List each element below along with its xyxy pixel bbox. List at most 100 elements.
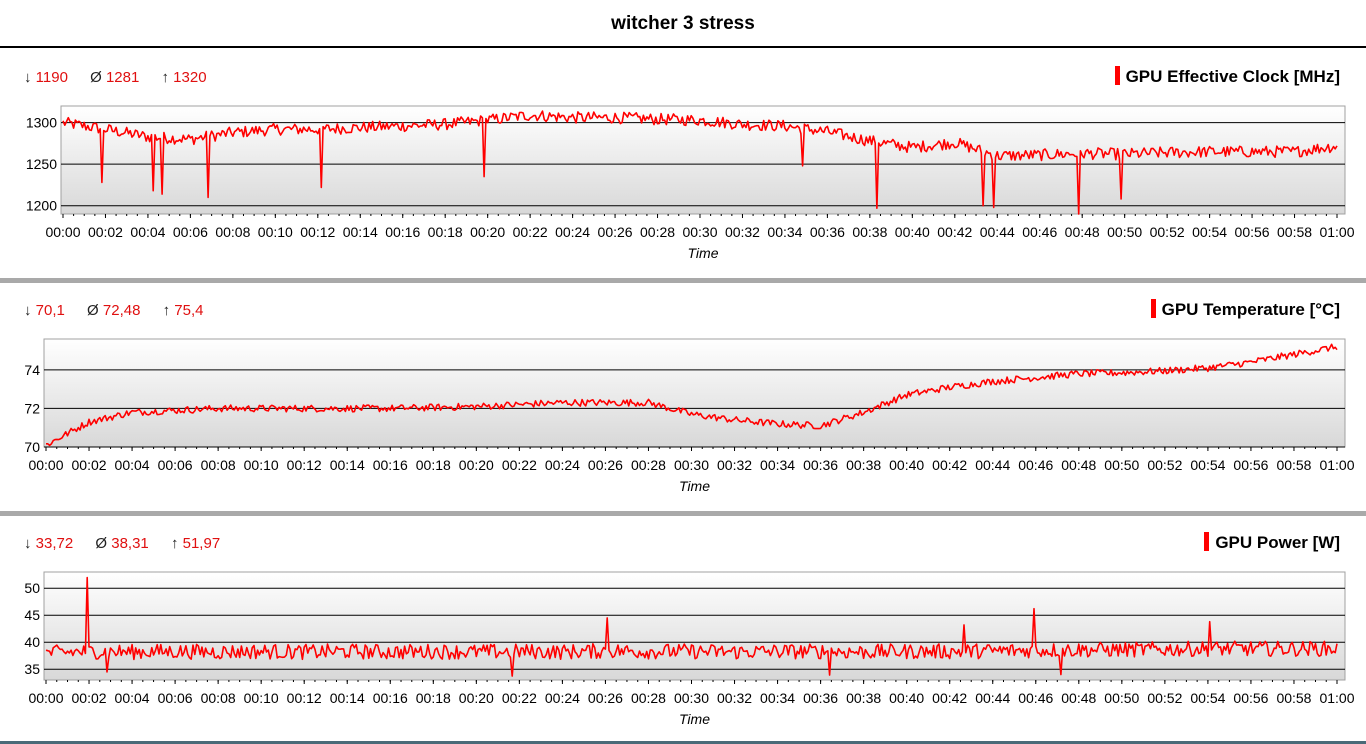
x-tick-label: 00:40: [895, 224, 930, 240]
x-tick-label: 00:16: [373, 457, 408, 473]
x-tick-label: 00:54: [1192, 224, 1227, 240]
x-tick-label: 00:42: [937, 224, 972, 240]
y-tick-label: 50: [24, 580, 40, 596]
power-stats: ↓ 33,72 Ø 38,31 ↑ 51,97: [24, 535, 238, 552]
clock-stats: ↓ 1190 Ø 1281 ↑ 1320: [24, 69, 225, 86]
temp-avg: 72,48: [102, 302, 141, 319]
x-tick-label: 00:36: [803, 690, 838, 706]
x-tick-label: 00:16: [385, 224, 420, 240]
x-tick-label: 00:36: [803, 457, 838, 473]
x-tick-label: 00:30: [682, 224, 717, 240]
x-tick-label: 00:12: [300, 224, 335, 240]
x-tick-label: 00:56: [1235, 224, 1270, 240]
x-tick-label: 00:46: [1022, 224, 1057, 240]
x-tick-label: 00:26: [598, 224, 633, 240]
x-tick-label: 00:18: [416, 457, 451, 473]
x-tick-label: 00:36: [810, 224, 845, 240]
clock-legend[interactable]: GPU Effective Clock [MHz]: [1114, 66, 1340, 87]
panel-separator[interactable]: [0, 511, 1366, 516]
x-tick-label: 00:44: [975, 690, 1010, 706]
x-tick-label: 00:50: [1104, 690, 1139, 706]
x-tick-label: 00:40: [889, 690, 924, 706]
temp-legend[interactable]: GPU Temperature [°C]: [1150, 299, 1340, 320]
x-tick-label: 00:20: [459, 690, 494, 706]
x-tick-label: 01:00: [1319, 457, 1354, 473]
legend-swatch: [1114, 66, 1120, 85]
power-legend[interactable]: GPU Power [W]: [1204, 532, 1340, 553]
min-arrow-icon: ↓: [24, 302, 32, 319]
series-line[interactable]: [46, 343, 1338, 447]
x-tick-label: 00:04: [115, 690, 150, 706]
y-tick-label: 72: [24, 400, 40, 416]
x-tick-label: 00:00: [28, 457, 63, 473]
page-title: witcher 3 stress: [611, 13, 755, 34]
x-tick-label: 00:34: [760, 690, 795, 706]
x-tick-label: 00:58: [1277, 224, 1312, 240]
x-tick-label: 00:28: [631, 457, 666, 473]
title-bar: witcher 3 stress: [0, 0, 1366, 48]
legend-swatch: [1204, 532, 1210, 551]
x-tick-label: 00:04: [115, 457, 150, 473]
x-tick-label: 00:02: [72, 457, 107, 473]
x-axis-label: Time: [688, 245, 719, 261]
clock-chart[interactable]: 1200 1250 1300 00:00 00:02 00:04 00:06 00:08 00:…: [0, 0, 1366, 270]
x-tick-label: 00:44: [975, 457, 1010, 473]
power-avg: 38,31: [111, 535, 149, 552]
x-tick-label: 00:02: [72, 690, 107, 706]
taskbar-edge: [0, 741, 1366, 744]
x-tick-label: 00:34: [767, 224, 802, 240]
x-tick-label: 00:32: [717, 690, 752, 706]
x-tick-label: 00:02: [88, 224, 123, 240]
series-line[interactable]: [45, 576, 1338, 677]
temp-chart[interactable]: 70 72 74 00:00 00:02 00:04 00:06 00:08 00:10 00:1…: [0, 0, 1366, 510]
x-tick-label: 00:34: [760, 457, 795, 473]
x-tick-label: 00:46: [1018, 457, 1053, 473]
x-tick-label: 00:12: [287, 457, 322, 473]
legend-swatch: [1150, 299, 1156, 318]
x-tick-label: 00:42: [932, 690, 967, 706]
x-tick-label: 00:48: [1061, 457, 1096, 473]
x-tick-label: 00:56: [1233, 690, 1268, 706]
x-tick-label: 00:54: [1190, 457, 1225, 473]
avg-icon: Ø: [90, 69, 102, 86]
y-tick-label: 1300: [26, 115, 57, 131]
x-tick-label: 00:04: [130, 224, 165, 240]
x-tick-label: 00:30: [674, 690, 709, 706]
plot-area: [60, 105, 1346, 215]
temp-max: 75,4: [174, 302, 204, 319]
x-tick-label: 00:46: [1018, 690, 1053, 706]
x-tick-label: 00:16: [373, 690, 408, 706]
x-tick-label: 00:18: [428, 224, 463, 240]
temp-min: 70,1: [35, 302, 65, 319]
x-tick-label: 00:14: [330, 690, 365, 706]
x-tick-label: 00:58: [1276, 690, 1311, 706]
power-legend-label: GPU Power [W]: [1215, 533, 1340, 552]
x-tick-label: 00:52: [1147, 690, 1182, 706]
series-line[interactable]: [62, 110, 1338, 215]
x-tick-label: 00:18: [416, 690, 451, 706]
temp-stats: ↓ 70,1 Ø 72,48 ↑ 75,4: [24, 302, 221, 319]
min-arrow-icon: ↓: [24, 69, 32, 86]
x-tick-label: 01:00: [1319, 690, 1354, 706]
x-tick-label: 00:32: [725, 224, 760, 240]
max-arrow-icon: ↑: [161, 69, 170, 86]
x-tick-label: 00:38: [846, 457, 881, 473]
x-tick-label: 00:22: [513, 224, 548, 240]
x-tick-label: 00:08: [201, 690, 236, 706]
x-tick-label: 00:10: [244, 457, 279, 473]
x-tick-label: 00:12: [287, 690, 322, 706]
x-tick-label: 00:06: [158, 457, 193, 473]
y-tick-label: 74: [24, 362, 40, 378]
x-tick-label: 00:14: [330, 457, 365, 473]
panel-separator[interactable]: [0, 278, 1366, 283]
clock-min: 1190: [35, 69, 68, 86]
min-arrow-icon: ↓: [24, 535, 32, 552]
x-tick-label: 00:28: [631, 690, 666, 706]
y-tick-label: 35: [24, 661, 40, 677]
x-tick-label: 00:32: [717, 457, 752, 473]
x-axis-label: Time: [679, 711, 710, 727]
x-tick-label: 00:22: [502, 690, 537, 706]
max-arrow-icon: ↑: [170, 535, 179, 552]
x-tick-label: 00:00: [45, 224, 80, 240]
